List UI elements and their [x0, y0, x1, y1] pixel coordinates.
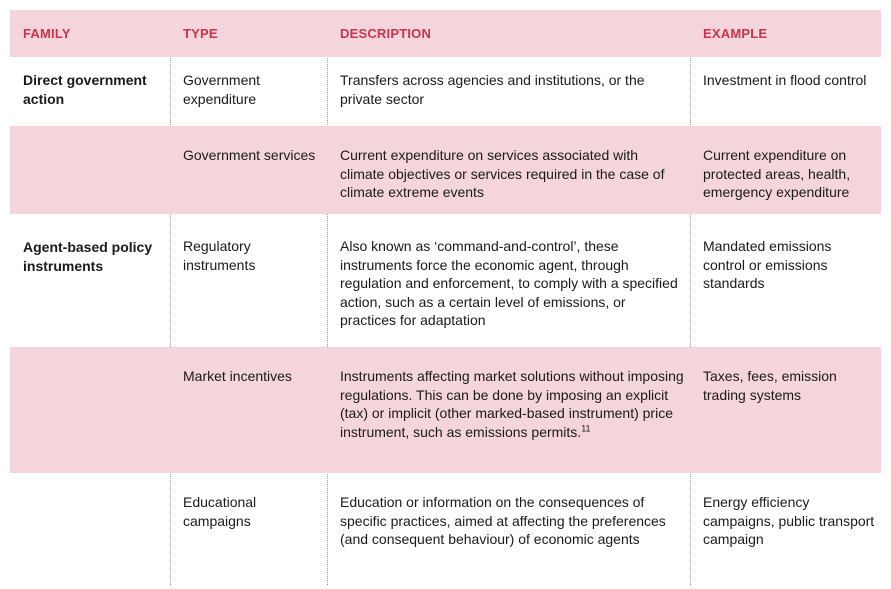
description-cell: Transfers across agencies and institutio… [340, 72, 645, 107]
type-cell: Educational campaigns [183, 494, 257, 529]
description-cell: Also known as ‘command-and-control’, the… [340, 238, 678, 328]
header-type: TYPE [183, 26, 218, 41]
family-cell: Agent-based policy instruments [23, 239, 153, 274]
column-divider-1 [170, 10, 171, 585]
column-divider-2 [327, 10, 328, 585]
example-cell: Taxes, fees, emission trading systems [703, 368, 837, 403]
table-header-row: FAMILY TYPE DESCRIPTION EXAMPLE [10, 10, 881, 57]
type-cell: Government expenditure [183, 72, 261, 107]
table-row: Direct government action Government expe… [10, 57, 881, 126]
footnote-marker: 11 [581, 422, 591, 433]
description-cell: Instruments affecting market solutions w… [327, 347, 690, 473]
example-cell: Current expenditure on protected areas, … [703, 147, 851, 200]
header-family: FAMILY [23, 26, 71, 41]
type-cell: Government services [183, 147, 316, 163]
description-text: Instruments affecting market solutions w… [340, 368, 684, 440]
header-example: EXAMPLE [703, 26, 768, 41]
table-row: Government services Current expenditure … [10, 126, 881, 214]
type-cell: Regulatory instruments [183, 238, 256, 273]
policy-instruments-table: FAMILY TYPE DESCRIPTION EXAMPLE Direct g… [10, 10, 881, 585]
family-cell [10, 473, 170, 585]
column-divider-3 [690, 10, 691, 585]
header-description: DESCRIPTION [340, 26, 432, 41]
description-cell: Education or information on the conseque… [340, 494, 666, 547]
table-row: Educational campaigns Education or infor… [10, 473, 881, 585]
example-cell: Energy efficiency campaigns, public tran… [703, 494, 875, 547]
example-cell: Investment in flood control [703, 72, 867, 88]
family-cell [10, 126, 170, 214]
table-row: Market incentives Instruments affecting … [10, 347, 881, 473]
family-cell [10, 347, 170, 473]
family-cell: Direct government action [23, 72, 147, 107]
type-cell: Market incentives [183, 368, 292, 384]
table-row: Agent-based policy instruments Regulator… [10, 214, 881, 347]
description-cell: Current expenditure on services associat… [340, 147, 665, 200]
example-cell: Mandated emissions control or emissions … [703, 238, 832, 291]
